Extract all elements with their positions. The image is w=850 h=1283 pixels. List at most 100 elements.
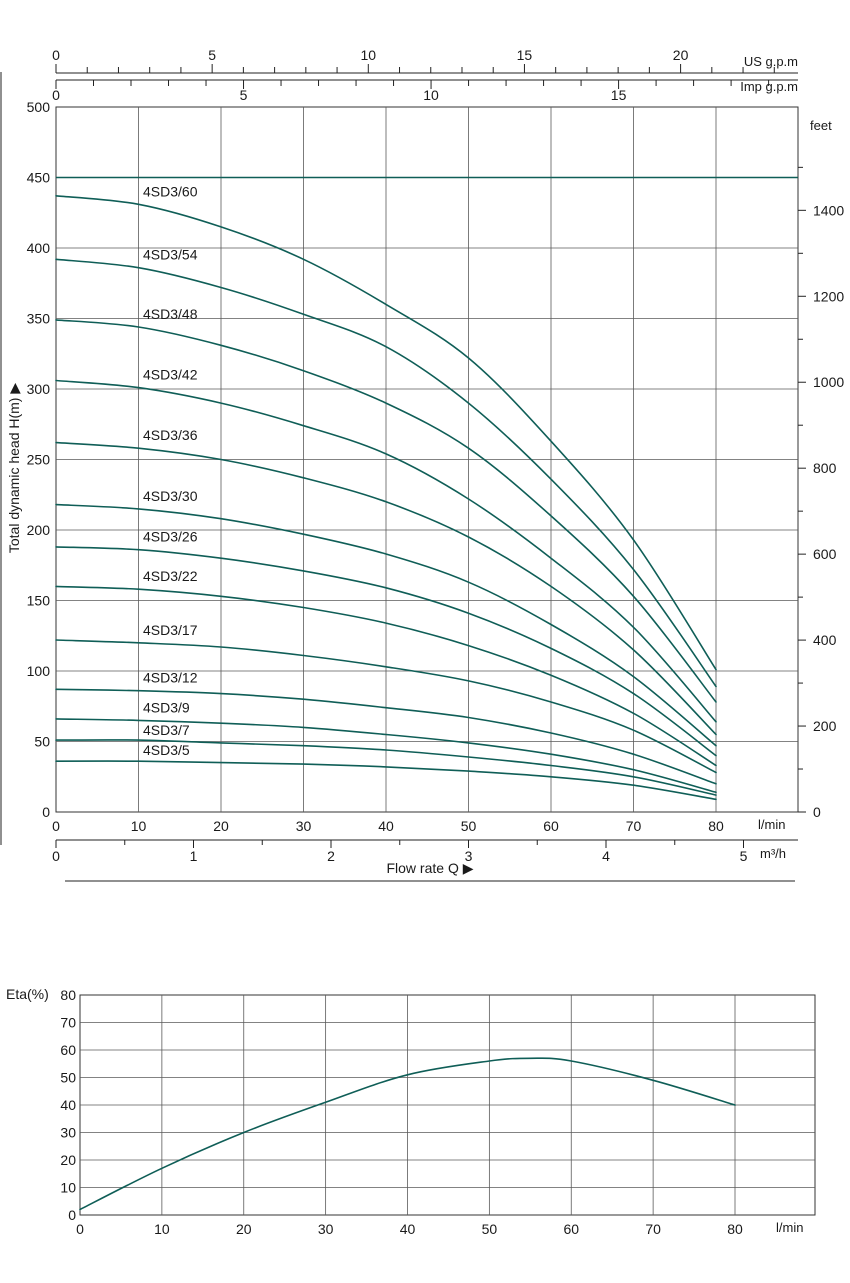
eff-x-tick-label: 0: [76, 1221, 84, 1237]
head-y-tick-label: 450: [27, 170, 51, 186]
head-x-tick-label: 40: [378, 818, 394, 834]
eff-x-tick-label: 60: [563, 1221, 579, 1237]
eff-y-tick-label: 70: [60, 1015, 76, 1031]
eff-x-tick-label: 40: [400, 1221, 416, 1237]
head-curve: [55, 546, 717, 757]
eff-x-tick-label: 50: [482, 1221, 498, 1237]
imp-gpm-tick-label: 15: [611, 87, 627, 103]
feet-tick-label: 200: [813, 718, 837, 734]
head-x-tick-label: 80: [708, 818, 724, 834]
feet-tick-label: 600: [813, 546, 837, 562]
head-y-tick-label: 500: [27, 99, 51, 115]
eff-x-tick-label: 80: [727, 1221, 743, 1237]
head-curve-label: 4SD3/60: [143, 183, 198, 199]
head-curve: [55, 688, 717, 785]
head-x-tick-label: 30: [296, 818, 312, 834]
head-curve: [55, 258, 717, 688]
head-y-tick-label: 400: [27, 240, 51, 256]
us-gpm-tick-label: 10: [361, 47, 377, 63]
m3h-tick-label: 5: [740, 848, 748, 864]
eff-curve: [79, 1057, 736, 1211]
head-curve: [55, 739, 717, 796]
head-curve: [55, 585, 717, 767]
feet-tick-label: 1400: [813, 202, 844, 218]
feet-tick-label: 800: [813, 460, 837, 476]
m3h-tick-label: 3: [465, 848, 473, 864]
head-y-tick-label: 50: [34, 734, 50, 750]
eff-y-tick-label: 60: [60, 1042, 76, 1058]
eff-x-tick-label: 30: [318, 1221, 334, 1237]
head-x-tick-label: 50: [461, 818, 477, 834]
head-y-tick-label: 200: [27, 522, 51, 538]
head-curve-label: 4SD3/17: [143, 622, 198, 638]
m3h-tick-label: 1: [190, 848, 198, 864]
head-curve: [55, 379, 717, 723]
eff-x-tick-label: 10: [154, 1221, 170, 1237]
head-curve-label: 4SD3/9: [143, 699, 190, 715]
m3h-tick-label: 4: [602, 848, 610, 864]
head-x-tick-label: 70: [626, 818, 642, 834]
head-curve-label: 4SD3/30: [143, 488, 198, 504]
head-curve-label: 4SD3/36: [143, 427, 198, 443]
eff-y-tick-label: 50: [60, 1070, 76, 1086]
head-curve: [55, 503, 717, 747]
feet-axis-label: feet: [810, 118, 832, 133]
eff-y-tick-label: 20: [60, 1152, 76, 1168]
eff-y-tick-label: 0: [68, 1207, 76, 1223]
m3h-tick-label: 0: [52, 848, 60, 864]
m3h-tick-label: 2: [327, 848, 335, 864]
head-curve-label: 4SD3/48: [143, 306, 198, 322]
eff-x-unit: l/min: [776, 1220, 803, 1235]
head-y-tick-label: 300: [27, 381, 51, 397]
imp-gpm-tick-label: 10: [423, 87, 439, 103]
eff-y-tick-label: 10: [60, 1180, 76, 1196]
head-x-tick-label: 0: [52, 818, 60, 834]
eff-y-tick-label: 80: [60, 987, 76, 1003]
eff-y-axis-label: Eta(%): [6, 986, 49, 1002]
eff-y-tick-label: 40: [60, 1097, 76, 1113]
head-curve-label: 4SD3/22: [143, 568, 198, 584]
head-y-axis-label: Total dynamic head H(m) ▶: [6, 383, 22, 554]
head-curve: [55, 195, 717, 671]
feet-tick-label: 1200: [813, 288, 844, 304]
head-y-tick-label: 150: [27, 593, 51, 609]
head-curve-label: 4SD3/26: [143, 529, 198, 545]
head-x-tick-label: 60: [543, 818, 559, 834]
head-x-unit: l/min: [758, 817, 785, 832]
head-y-tick-label: 100: [27, 663, 51, 679]
us-gpm-tick-label: 5: [208, 47, 216, 63]
m3h-axis-label: m³/h: [760, 846, 786, 861]
feet-tick-label: 1000: [813, 374, 844, 390]
head-curve: [55, 441, 717, 736]
imp-gpm-tick-label: 5: [240, 87, 248, 103]
eff-x-tick-label: 20: [236, 1221, 252, 1237]
eff-x-tick-label: 70: [645, 1221, 661, 1237]
head-x-axis-label: Flow rate Q ▶: [386, 860, 473, 876]
head-curve-label: 4SD3/42: [143, 367, 198, 383]
us-gpm-tick-label: 15: [517, 47, 533, 63]
head-x-tick-label: 10: [131, 818, 147, 834]
head-curve-label: 4SD3/54: [143, 247, 198, 263]
imp-gpm-axis-label: Imp g.p.m: [740, 79, 798, 94]
head-curve: [55, 639, 717, 774]
head-y-tick-label: 250: [27, 452, 51, 468]
us-gpm-axis-label: US g.p.m: [744, 54, 798, 69]
feet-tick-label: 0: [813, 804, 821, 820]
head-curve: [55, 718, 717, 794]
eff-y-tick-label: 30: [60, 1125, 76, 1141]
head-curve-label: 4SD3/7: [143, 722, 190, 738]
head-curve: [55, 319, 717, 703]
us-gpm-tick-label: 20: [673, 47, 689, 63]
head-curve-label: 4SD3/12: [143, 670, 198, 686]
us-gpm-tick-label: 0: [52, 47, 60, 63]
head-y-tick-label: 350: [27, 311, 51, 327]
head-curve: [55, 760, 717, 801]
head-x-tick-label: 20: [213, 818, 229, 834]
feet-tick-label: 400: [813, 632, 837, 648]
head-curve-label: 4SD3/5: [143, 742, 190, 758]
imp-gpm-tick-label: 0: [52, 87, 60, 103]
head-y-tick-label: 0: [42, 804, 50, 820]
efficiency-chart: 0 10 20 30 40 50 60 70 80 0 10 20 30 40 50 60 70 80 l/min E…: [6, 986, 816, 1237]
